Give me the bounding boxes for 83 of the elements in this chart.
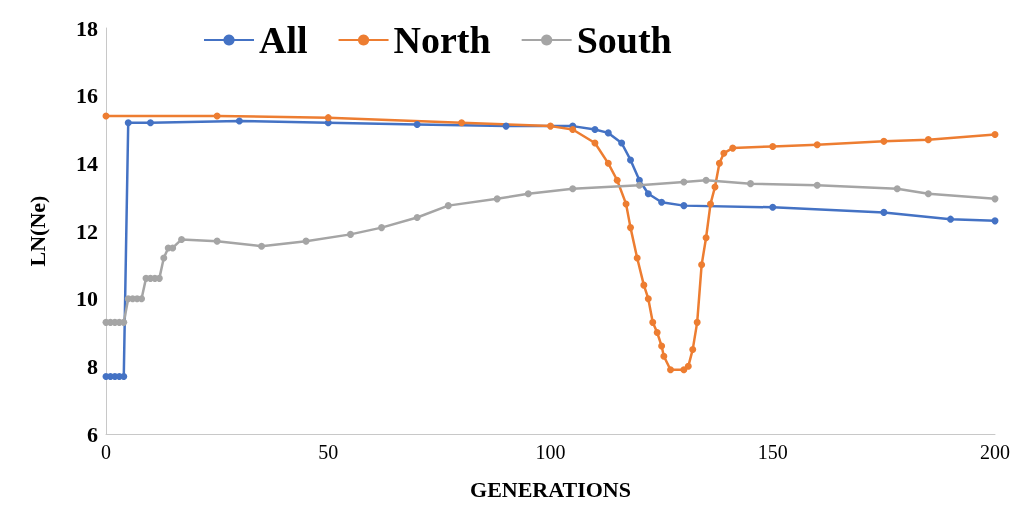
point	[613, 176, 621, 184]
point	[169, 244, 177, 252]
point	[702, 176, 710, 184]
point	[627, 156, 635, 164]
y-tick-label: 10	[76, 286, 98, 312]
point	[346, 230, 354, 238]
point	[458, 119, 466, 127]
legend-label: North	[393, 19, 491, 61]
point	[880, 137, 888, 145]
legend-label: South	[576, 19, 672, 61]
point	[591, 126, 599, 133]
point	[644, 190, 652, 198]
y-tick-label: 12	[76, 218, 98, 244]
point	[698, 261, 706, 269]
point	[684, 362, 692, 370]
point	[747, 180, 755, 188]
point	[720, 149, 728, 157]
point	[524, 190, 532, 198]
y-axis-title: LN(Ne)	[24, 195, 50, 267]
y-tick-label: 18	[76, 15, 98, 41]
point	[893, 185, 901, 193]
point	[649, 318, 657, 326]
point	[444, 202, 452, 210]
point	[991, 131, 999, 139]
point	[924, 136, 932, 144]
point	[707, 200, 715, 208]
point	[324, 114, 332, 122]
point	[120, 372, 128, 380]
point	[258, 242, 266, 250]
point	[627, 224, 635, 232]
point	[618, 139, 626, 147]
point	[924, 190, 932, 198]
point	[493, 195, 501, 203]
point	[769, 203, 777, 211]
point	[658, 342, 666, 350]
point	[680, 366, 688, 374]
point	[569, 126, 577, 133]
point	[160, 254, 168, 262]
point	[413, 120, 421, 128]
point	[680, 178, 688, 186]
point	[769, 142, 777, 150]
point	[813, 181, 821, 189]
point	[680, 202, 688, 210]
y-tick-label: 8	[87, 353, 98, 379]
y-tick-label: 6	[87, 421, 98, 447]
point	[658, 198, 666, 206]
point	[667, 366, 675, 374]
point	[729, 144, 737, 152]
point	[660, 352, 668, 360]
point	[120, 318, 128, 326]
point	[178, 235, 186, 243]
point	[547, 122, 554, 130]
point	[413, 213, 421, 221]
point	[702, 234, 710, 242]
point	[138, 295, 146, 303]
x-tick-label: 100	[535, 441, 566, 463]
x-axis-title: GENERATIONS	[470, 476, 631, 502]
point	[604, 159, 612, 167]
point	[633, 254, 641, 262]
point	[689, 345, 697, 353]
x-tick-label: 50	[318, 441, 339, 463]
point	[604, 129, 612, 137]
point	[378, 224, 386, 232]
x-tick-label: 150	[757, 441, 788, 463]
point	[640, 281, 648, 289]
point	[213, 237, 221, 245]
point	[569, 185, 577, 193]
legend-label: All	[259, 19, 308, 61]
point	[693, 318, 701, 326]
x-tick-label: 0	[101, 441, 111, 463]
point	[947, 215, 955, 223]
point	[813, 141, 821, 149]
point	[715, 159, 723, 167]
point	[235, 117, 243, 125]
point	[880, 208, 888, 216]
point	[653, 329, 661, 336]
point	[124, 119, 132, 127]
x-tick-label: 200	[980, 441, 1010, 463]
point	[146, 119, 154, 127]
point	[644, 295, 652, 303]
y-tick-label: 14	[76, 150, 98, 176]
y-tick-label: 16	[76, 83, 98, 109]
point	[635, 181, 643, 189]
